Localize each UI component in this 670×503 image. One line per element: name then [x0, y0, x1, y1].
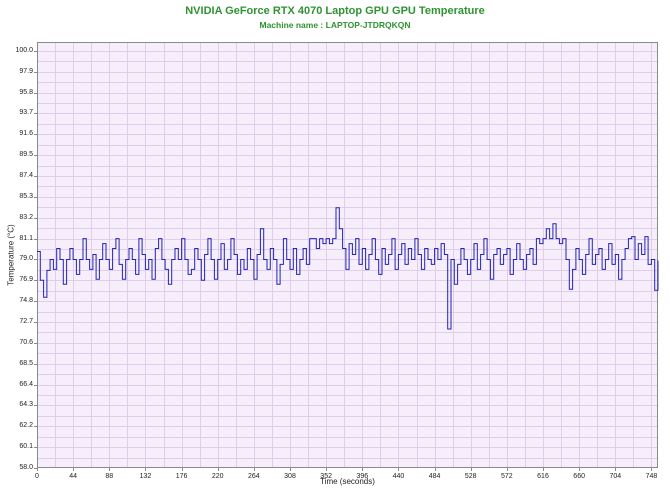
x-tick-label: 176: [175, 473, 188, 480]
y-tick-label: 64.3: [19, 401, 33, 409]
grid-lines: [37, 42, 658, 468]
y-tick-label: 72.7: [19, 318, 33, 326]
x-tick-label: 704: [609, 473, 622, 480]
y-tick-label: 95.8: [19, 88, 33, 96]
temperature-line: [37, 207, 659, 330]
x-tick-label: 264: [248, 473, 260, 480]
y-tick-label: 100.0: [15, 46, 33, 54]
y-tick-label: 60.1: [19, 443, 33, 451]
x-tick-label: 352: [320, 473, 332, 480]
x-tick-label: 440: [392, 473, 405, 480]
x-tick-label: 132: [139, 473, 152, 480]
y-tick-label: 76.9: [19, 276, 33, 284]
y-tick-label: 66.4: [19, 380, 33, 388]
plot-background: [37, 42, 658, 468]
x-tick-label: 396: [356, 473, 369, 480]
y-tick-label: 87.4: [19, 172, 33, 180]
y-tick-label: 68.5: [19, 359, 33, 367]
x-tick-label: 220: [211, 473, 224, 480]
x-tick-label: 484: [428, 473, 441, 480]
y-tick-label: 97.9: [19, 67, 33, 75]
y-tick-label: 74.8: [19, 297, 33, 305]
y-tick-label: 91.6: [19, 130, 33, 138]
x-axis-title: Time (seconds): [320, 477, 375, 486]
x-tick-label: 572: [501, 473, 513, 480]
x-tick-label: 616: [537, 473, 549, 480]
y-tick-label: 81.1: [19, 234, 33, 242]
y-tick-label: 85.3: [19, 192, 33, 200]
x-tick-label: 528: [464, 473, 477, 480]
y-tick-label: 93.7: [19, 109, 33, 117]
x-tick-label: 0: [35, 473, 39, 480]
x-tick-label: 660: [573, 473, 585, 480]
chart-subtitle: Machine name : LAPTOP-JTDRQKQN: [259, 20, 411, 30]
x-tick-label: 748: [645, 473, 658, 480]
x-tick-label: 308: [284, 473, 296, 480]
y-tick-label: 89.5: [19, 151, 33, 159]
temperature-plot: [34, 42, 659, 471]
y-tick-label: 62.2: [19, 422, 33, 430]
y-tick-label: 83.2: [19, 213, 33, 221]
y-tick-label: 58.0: [19, 464, 33, 471]
plot-border: [37, 42, 658, 468]
y-tick-label: 79.0: [19, 255, 33, 263]
axis-ticks: [34, 51, 652, 471]
x-tick-label: 88: [105, 473, 114, 480]
chart-title: NVIDIA GeForce RTX 4070 Laptop GPU GPU T…: [185, 5, 485, 17]
x-tick-label: 44: [69, 473, 78, 480]
y-tick-label: 70.6: [19, 338, 33, 346]
